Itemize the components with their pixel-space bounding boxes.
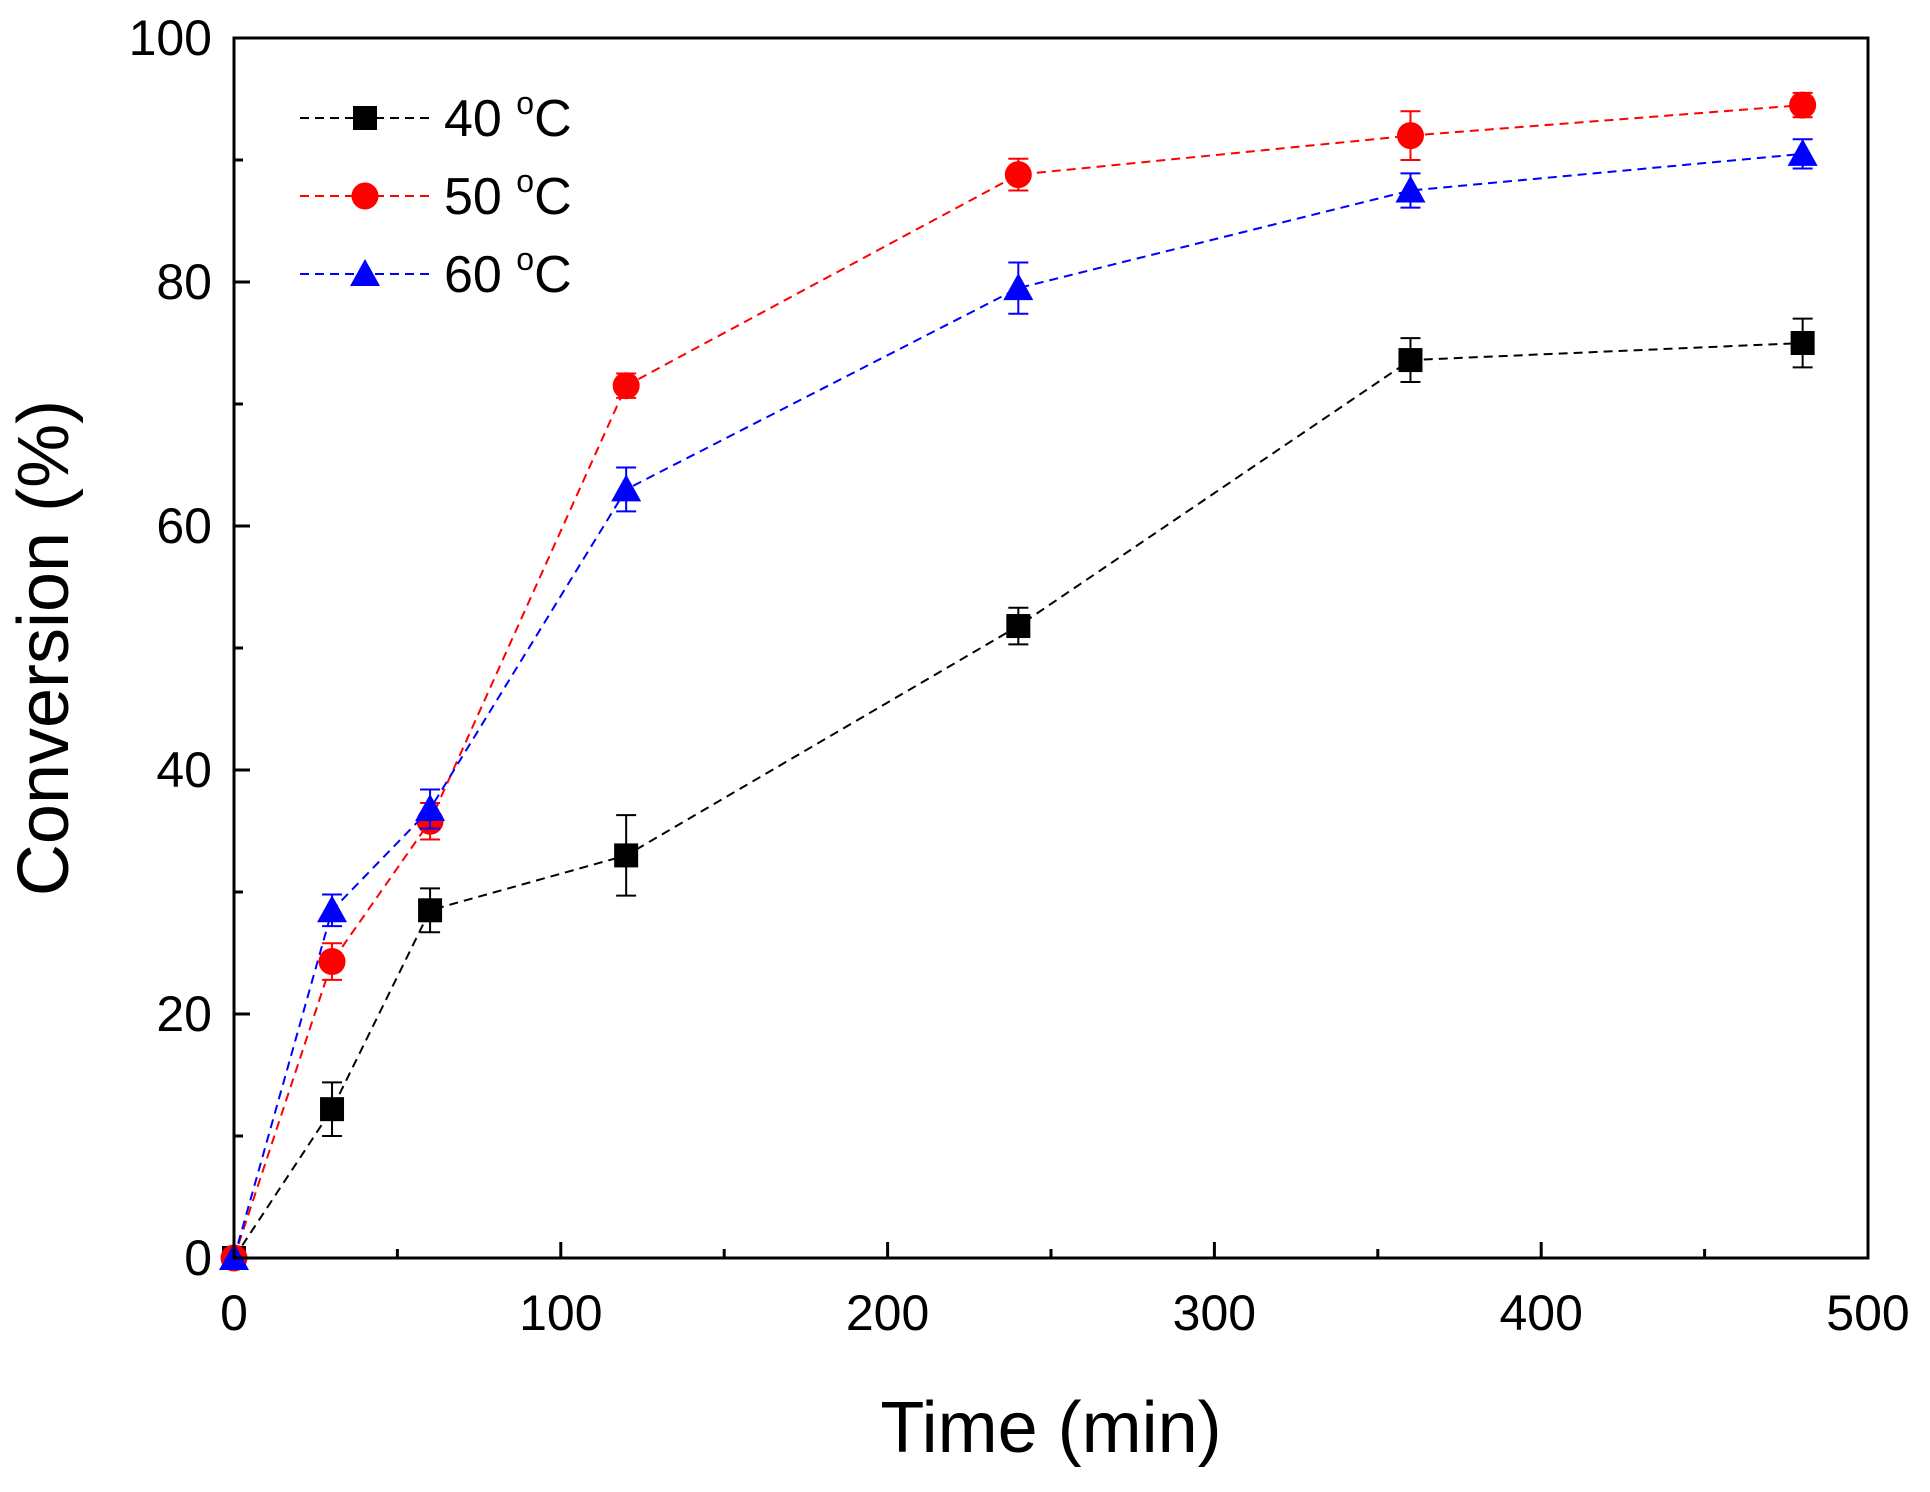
series-group [219,91,1818,1272]
legend-marker [351,182,379,210]
y-axis-title: Conversion (%) [4,400,84,896]
x-tick-label: 200 [846,1285,929,1341]
data-point [1006,614,1031,639]
y-tick-label: 0 [184,1230,212,1286]
x-tick-label: 400 [1499,1285,1582,1341]
data-point [1787,138,1818,166]
y-tick-label: 20 [156,986,212,1042]
axis-ticks: 0 100 200 300 400 500 0 20 40 60 80 100 [129,10,1910,1341]
x-tick-label: 300 [1173,1285,1256,1341]
x-tick-label: 0 [220,1285,248,1341]
data-point [1395,175,1426,203]
legend-label: 60 oC [444,241,572,304]
data-point [614,843,639,868]
data-point [318,948,346,976]
data-point [415,794,446,822]
data-point [317,895,348,923]
x-axis-title: Time (min) [880,1388,1221,1468]
data-point [1789,91,1817,119]
legend-marker [350,259,380,286]
y-tick-label: 100 [129,10,212,66]
legend-marker [353,106,377,130]
legend: 40 oC 50 oC 60 oC [300,85,572,304]
data-point [1398,348,1423,373]
y-tick-label: 40 [156,742,212,798]
data-point [1003,273,1034,301]
x-tick-label: 500 [1826,1285,1909,1341]
data-point [1790,331,1815,355]
x-tick-label: 100 [519,1285,602,1341]
legend-label: 50 oC [444,163,572,226]
legend-entry-1: 50 oC [300,163,572,226]
legend-entry-0: 40 oC [300,85,572,148]
legend-entry-2: 60 oC [300,241,572,304]
data-point [418,898,443,923]
plot-frame [232,36,1870,1260]
series-line [233,342,1803,1259]
data-point [612,372,640,400]
y-tick-label: 80 [156,254,212,310]
series-line [233,152,1803,1259]
data-point [611,474,642,502]
legend-label: 40 oC [444,85,572,148]
data-point [320,1097,345,1122]
data-point [1004,161,1032,189]
data-point [1396,122,1424,150]
series-0 [222,317,1815,1270]
series-2 [219,138,1818,1270]
y-tick-label: 60 [156,498,212,554]
